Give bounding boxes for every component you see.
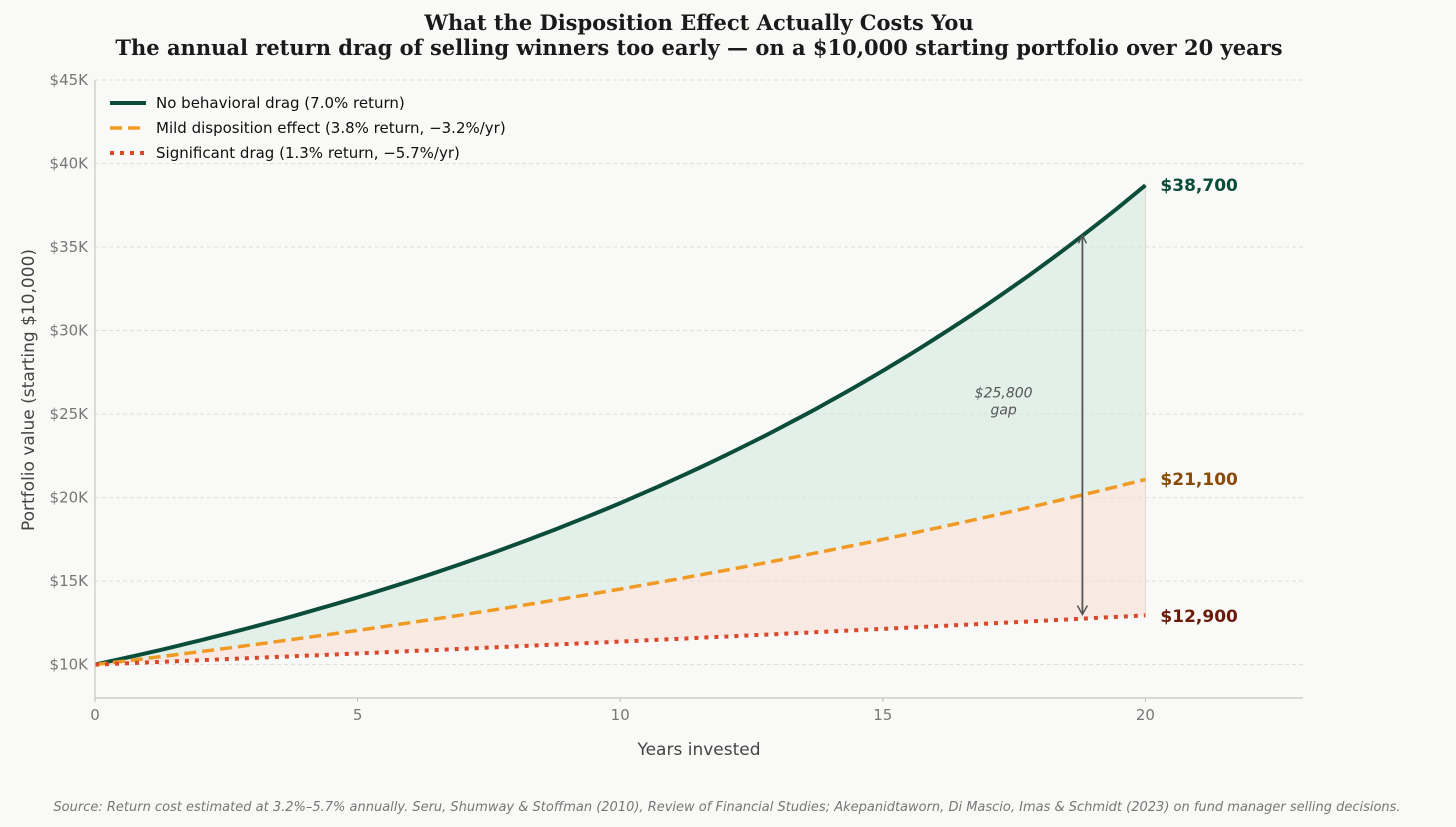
x-tick-label: 15 <box>873 706 892 724</box>
x-tick-label: 0 <box>90 706 100 724</box>
y-axis-label: Portfolio value (starting $10,000) <box>19 249 39 531</box>
series-line-dashed <box>94 477 1146 667</box>
source-note: Source: Return cost estimated at 3.2%–5.… <box>53 800 1400 815</box>
x-tick-label: 10 <box>611 706 630 724</box>
fill-gap-red <box>95 479 1146 665</box>
y-tick-label: $40K <box>50 155 90 173</box>
legend-entry: No behavioral drag (7.0% return) <box>156 94 405 112</box>
arrow-head-up-icon <box>1077 233 1088 244</box>
gap-value-text: $25,800 <box>975 386 1033 402</box>
y-tick-label: $15K <box>50 572 90 590</box>
y-tick-label: $45K <box>50 71 90 89</box>
chart-subtitle: The annual return drag of selling winner… <box>115 35 1282 60</box>
y-tick-label: $35K <box>50 238 90 256</box>
series-line-solid <box>94 183 1147 667</box>
legend-entry: Significant drag (1.3% return, −5.7%/yr) <box>156 144 460 162</box>
end-value-label: $12,900 <box>1160 607 1238 627</box>
area-fills <box>95 185 1146 665</box>
chart-title: What the Disposition Effect Actually Cos… <box>423 10 973 35</box>
x-tick-label: 20 <box>1136 706 1155 724</box>
y-tick-label: $10K <box>50 656 90 674</box>
axes <box>94 80 1303 702</box>
y-tick-label: $25K <box>50 405 90 423</box>
series-lines <box>94 183 1147 667</box>
tick-labels: $10K $15K $20K $25K $30K $35K $40K $45K 0 5 10 15 20 <box>50 71 1155 724</box>
legend-entry: Mild disposition effect (3.8% return, −3… <box>156 119 506 137</box>
x-tick-label: 5 <box>353 706 363 724</box>
x-axis-label: Years invested <box>636 740 760 760</box>
fill-gap-green <box>95 185 1146 665</box>
y-tick-label: $20K <box>50 489 90 507</box>
gap-label-text: gap <box>990 403 1016 419</box>
legend: No behavioral drag (7.0% return) Mild dis… <box>110 94 506 162</box>
y-tick-label: $30K <box>50 322 90 340</box>
end-value-label: $21,100 <box>1160 470 1238 490</box>
end-labels: $38,700 $21,100 $12,900 <box>1160 176 1238 627</box>
end-value-label: $38,700 <box>1160 176 1238 196</box>
arrow-head-down-icon <box>1076 605 1089 617</box>
